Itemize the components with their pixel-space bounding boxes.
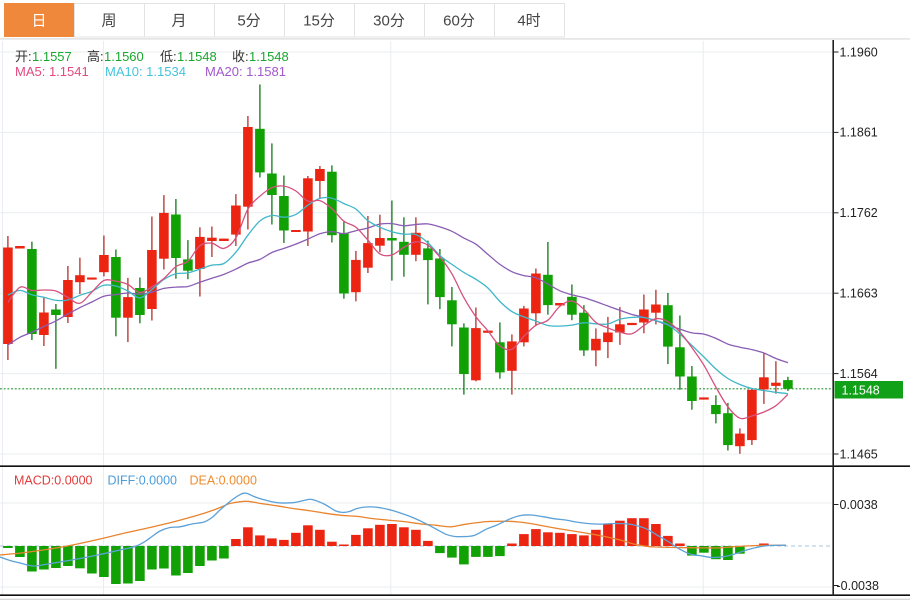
svg-text:高:: 高:	[87, 49, 104, 64]
svg-text:开:: 开:	[15, 49, 32, 64]
svg-text:MA10: 1.1534: MA10: 1.1534	[105, 64, 186, 79]
svg-text:15分: 15分	[303, 13, 335, 30]
svg-text:MACD:0.0000: MACD:0.0000	[14, 474, 93, 488]
svg-text:1.1548: 1.1548	[249, 49, 289, 64]
svg-text:DEA:0.0000: DEA:0.0000	[190, 474, 257, 488]
svg-text:1.1465: 1.1465	[840, 447, 878, 461]
svg-text:60分: 60分	[443, 13, 475, 30]
svg-text:收:: 收:	[232, 49, 249, 64]
svg-text:月: 月	[171, 13, 186, 30]
svg-text:30分: 30分	[373, 13, 405, 30]
svg-text:0.0038: 0.0038	[840, 498, 878, 512]
svg-text:低:: 低:	[160, 49, 177, 64]
svg-text:DIFF:0.0000: DIFF:0.0000	[108, 474, 178, 488]
svg-text:1.1960: 1.1960	[840, 45, 878, 59]
svg-text:-0.0038: -0.0038	[837, 579, 879, 593]
svg-text:1.1861: 1.1861	[840, 126, 878, 140]
svg-text:1.1762: 1.1762	[840, 206, 878, 220]
svg-text:日: 日	[31, 13, 46, 30]
svg-text:1.1663: 1.1663	[840, 287, 878, 301]
svg-text:4时: 4时	[517, 13, 540, 30]
svg-text:1.1548: 1.1548	[177, 49, 217, 64]
svg-text:5分: 5分	[237, 13, 260, 30]
svg-text:1.1560: 1.1560	[104, 49, 144, 64]
svg-text:1.1557: 1.1557	[32, 49, 72, 64]
svg-text:周: 周	[101, 13, 116, 30]
svg-text:MA20: 1.1581: MA20: 1.1581	[205, 64, 286, 79]
svg-text:1.1548: 1.1548	[842, 383, 880, 397]
svg-text:1.1564: 1.1564	[840, 367, 878, 381]
svg-text:MA5: 1.1541: MA5: 1.1541	[15, 64, 89, 79]
